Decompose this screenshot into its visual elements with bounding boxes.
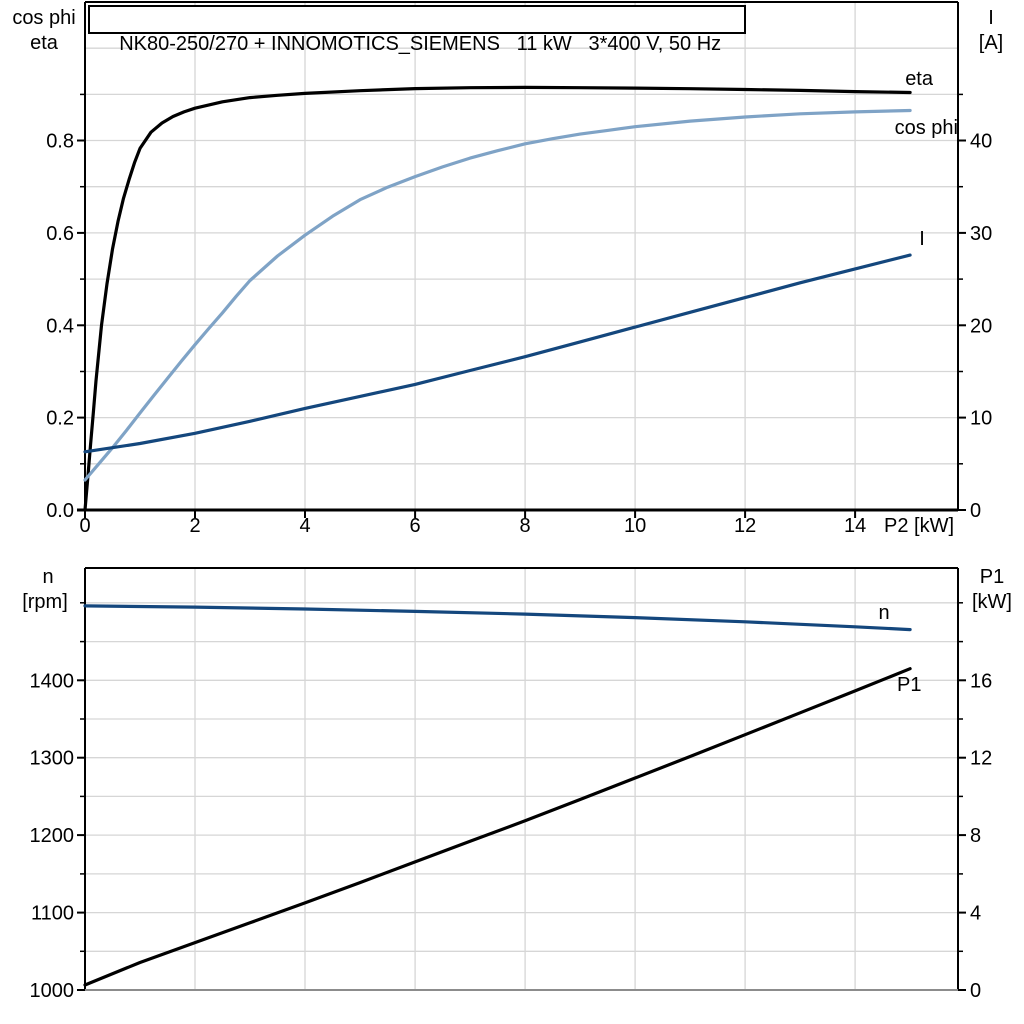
tick-label-x: 12: [734, 515, 756, 537]
tick-label-left: 0.4: [46, 315, 74, 337]
tick-label-left: 1400: [30, 670, 75, 692]
tick-label-right: 0: [970, 500, 981, 522]
bottom-left-axis-title-line2: [rpm]: [22, 591, 68, 613]
tick-label-left: 0.8: [46, 131, 74, 153]
tick-label-left: 1300: [30, 748, 75, 770]
tick-label-x: 10: [624, 515, 646, 537]
curve-P1: [83, 667, 912, 987]
tick-label-x: 6: [410, 515, 421, 537]
tick-label-x: 0: [79, 515, 90, 537]
tick-label-left: 0.2: [46, 408, 74, 430]
curve-eta: [83, 85, 912, 512]
top-left-axis-title-line1: cos phi: [12, 7, 75, 29]
tick-label-left: 0.0: [46, 500, 74, 522]
tick-label-right: 4: [970, 903, 981, 925]
top-chart-plot: 0.0 0.2 0.4 0.6 0.8 0 10 20 30 40 0 2 4 6 8 10 12 14: [46, 1, 992, 537]
curve-label-p1: P1: [897, 674, 921, 696]
curve-cos-phi: [83, 108, 912, 482]
curve-n: [83, 604, 912, 632]
tick-label-x: 2: [189, 515, 200, 537]
tick-label-right: 0: [970, 980, 981, 1002]
tick-label-x: 4: [299, 515, 310, 537]
bottom-right-axis-title-line2: [kW]: [972, 591, 1012, 613]
tick-label-x: 14: [844, 515, 866, 537]
top-left-axis-title-line2: eta: [30, 32, 59, 54]
top-right-axis-title-line1: I: [988, 7, 994, 29]
tick-label-left: 1200: [30, 825, 75, 847]
tick-label-right: 40: [970, 131, 992, 153]
tick-label-right: 30: [970, 223, 992, 245]
chart-title: NK80-250/270 + INNOMOTICS_SIEMENS 11 kW …: [119, 33, 722, 55]
bottom-chart-plot: 1000 1100 1200 1300 1400 0 4 8 12 16: [30, 567, 992, 1002]
tick-label-right: 10: [970, 408, 992, 430]
curve-label-cos-phi: cos phi: [895, 117, 958, 139]
tick-label-left: 1100: [31, 903, 74, 925]
chart-title-box: NK80-250/270 + INNOMOTICS_SIEMENS 11 kW …: [88, 5, 746, 55]
curve-I: [83, 253, 912, 454]
tick-label-x: 8: [520, 515, 531, 537]
bottom-left-axis-title-line1: n: [42, 566, 53, 588]
tick-label-right: 8: [970, 825, 981, 847]
curve-label-eta: eta: [905, 68, 934, 90]
x-axis-label: P2 [kW]: [884, 515, 954, 537]
tick-label-right: 12: [970, 748, 992, 770]
tick-label-left: 1000: [30, 980, 75, 1002]
tick-label-left: 0.6: [46, 223, 74, 245]
tick-label-right: 16: [970, 670, 992, 692]
curve-label-speed: n: [878, 602, 889, 624]
top-right-axis-title-line2: [A]: [979, 32, 1003, 54]
tick-label-right: 20: [970, 315, 992, 337]
curve-label-current: I: [919, 228, 925, 250]
bottom-right-axis-title-line1: P1: [980, 566, 1004, 588]
